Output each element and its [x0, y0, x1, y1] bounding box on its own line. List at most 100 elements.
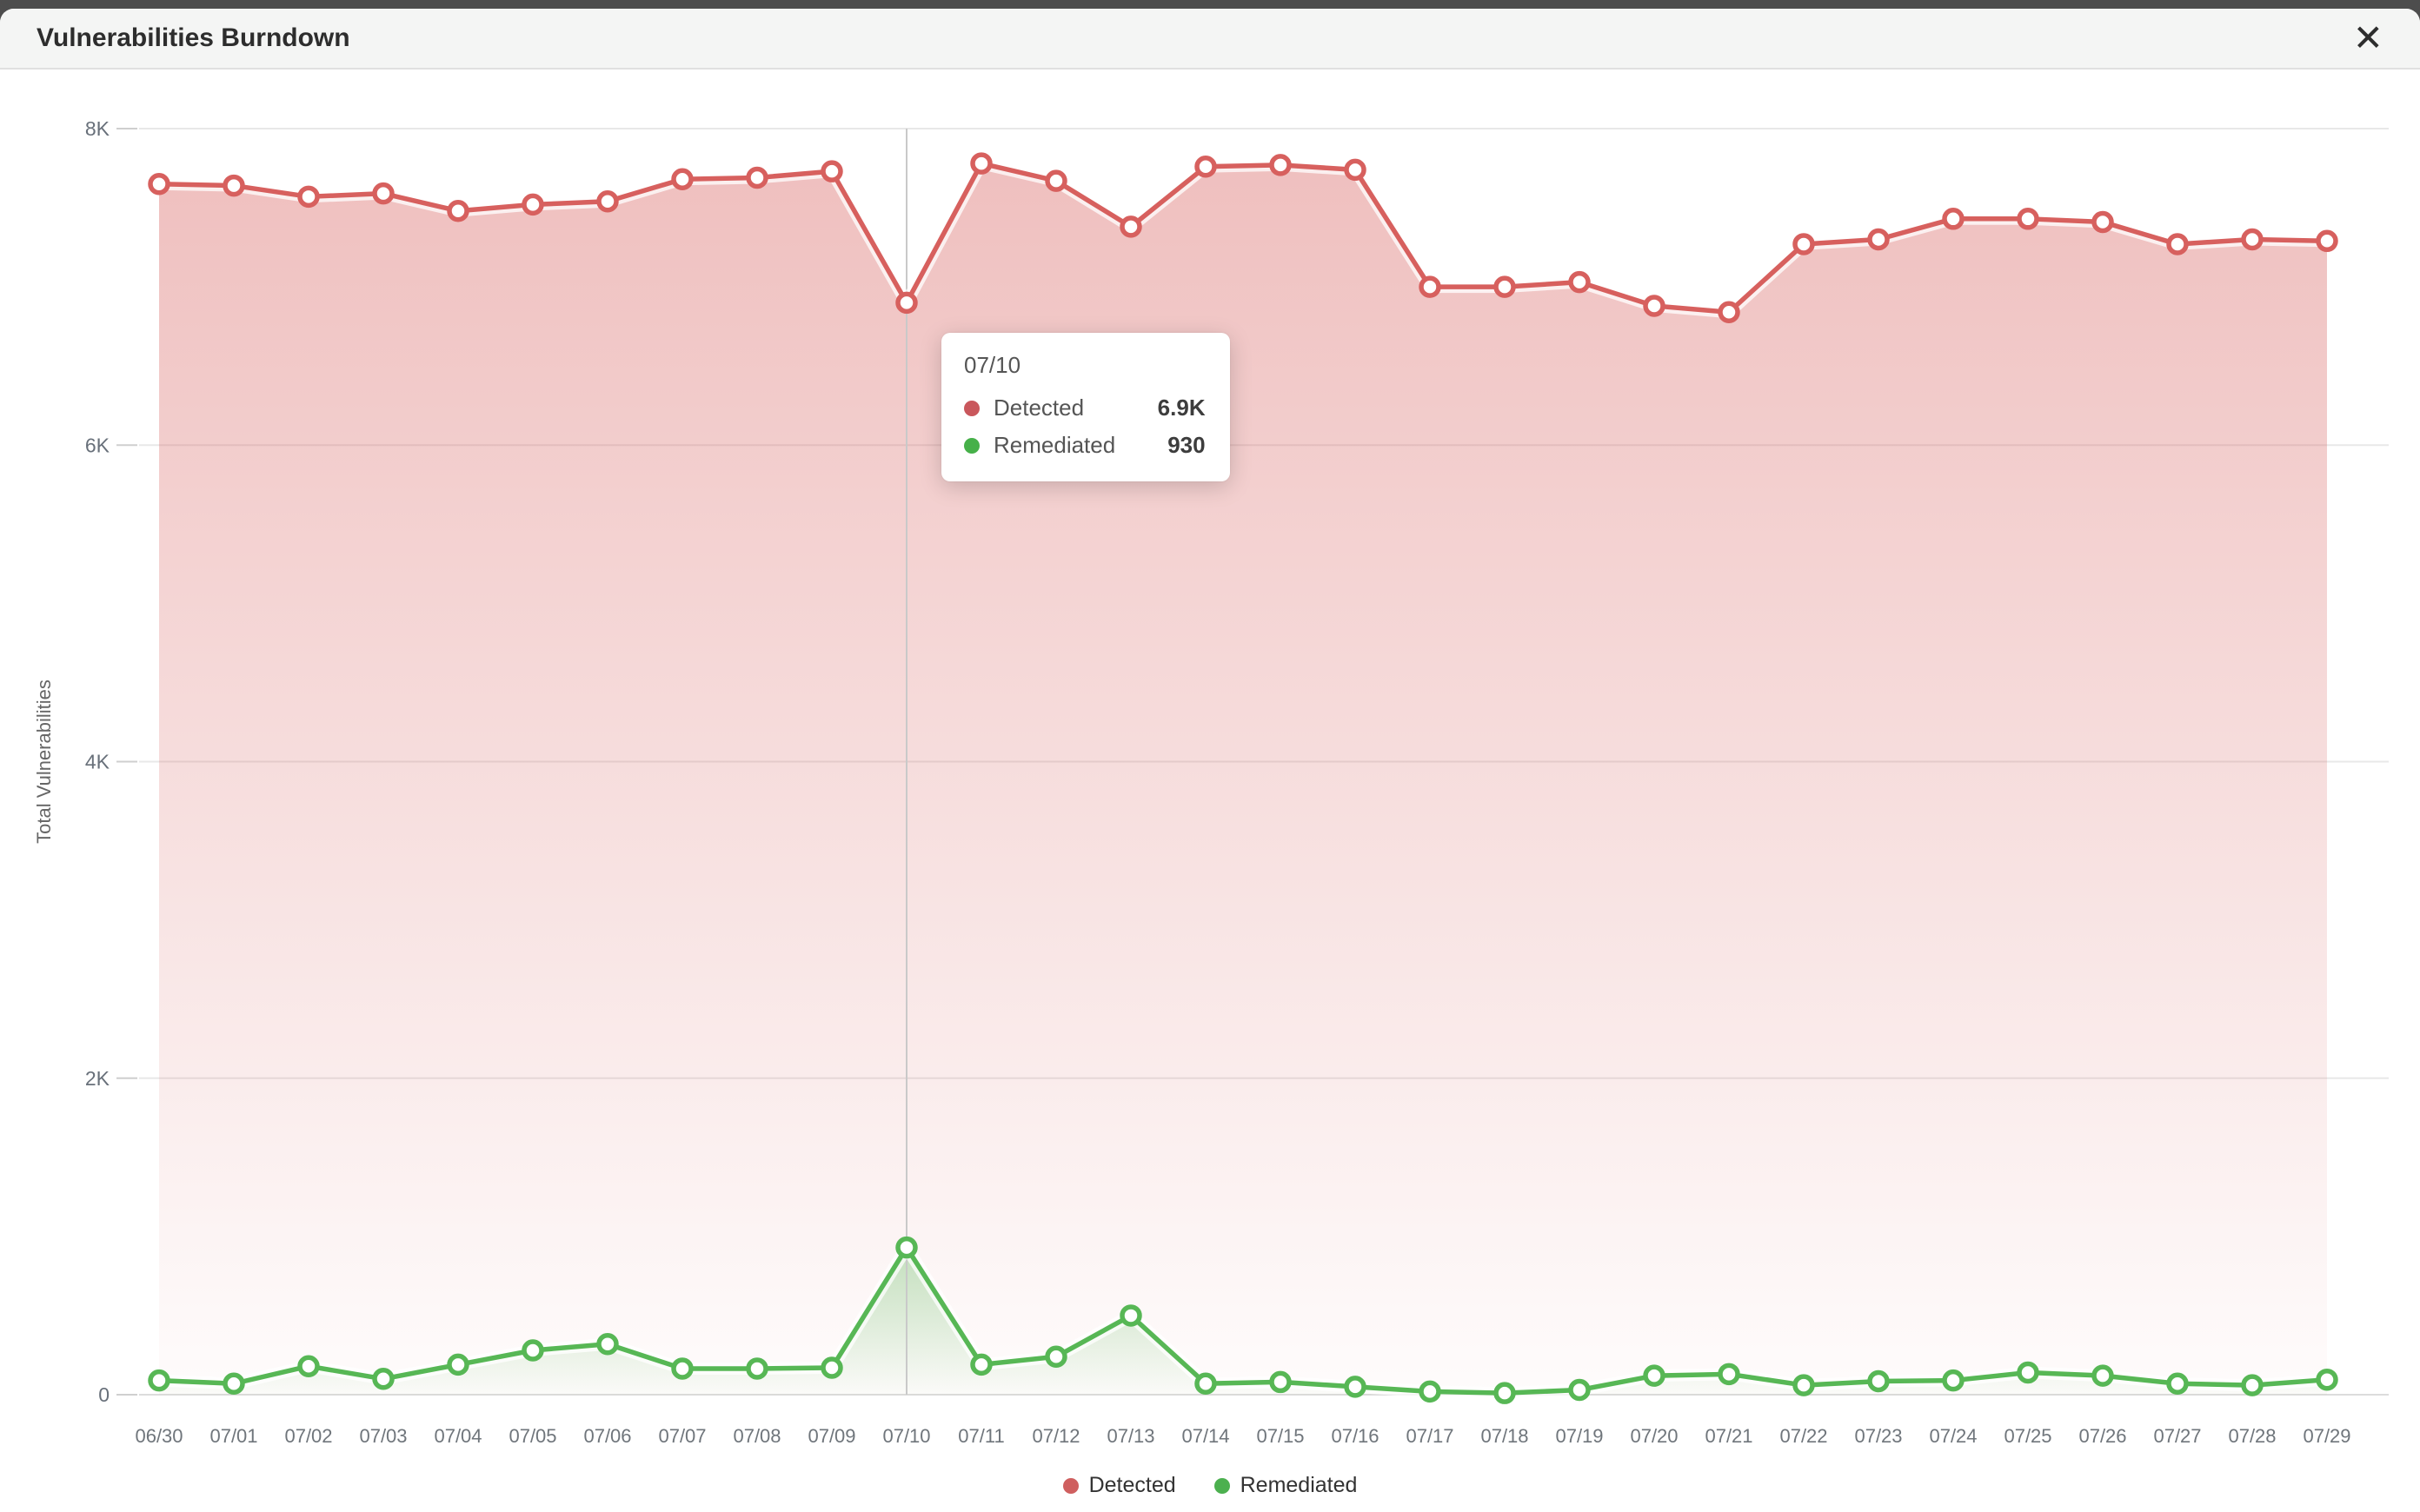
- remediated-marker[interactable]: [1942, 1369, 1965, 1392]
- remediated-marker[interactable]: [2091, 1364, 2114, 1387]
- detected-area: [159, 163, 2327, 1395]
- x-tick-label: 07/19: [1555, 1425, 1603, 1447]
- x-tick-label: 07/29: [2303, 1425, 2350, 1447]
- legend-remediated-label: Remediated: [1240, 1473, 1358, 1497]
- x-tick-label: 07/10: [882, 1425, 930, 1447]
- x-tick-label: 07/11: [958, 1425, 1004, 1447]
- detected-marker[interactable]: [372, 182, 395, 205]
- modal-title: Vulnerabilities Burndown: [37, 23, 350, 52]
- remediated-marker[interactable]: [1419, 1380, 1441, 1403]
- detected-marker[interactable]: [821, 160, 843, 182]
- x-tick-label: 07/16: [1331, 1425, 1379, 1447]
- remediated-marker[interactable]: [2241, 1374, 2264, 1396]
- remediated-marker[interactable]: [1120, 1304, 1142, 1327]
- detected-marker[interactable]: [297, 185, 320, 209]
- modal-header: Vulnerabilities Burndown ✕: [0, 9, 2420, 70]
- remediated-marker[interactable]: [223, 1372, 245, 1396]
- tooltip-date: 07/10: [964, 352, 1021, 378]
- detected-marker[interactable]: [1120, 216, 1142, 238]
- y-tick-label: 8K: [85, 117, 110, 140]
- detected-marker[interactable]: [447, 199, 469, 222]
- remediated-marker[interactable]: [1344, 1376, 1366, 1398]
- detected-marker[interactable]: [1643, 295, 1665, 317]
- remediated-marker[interactable]: [148, 1369, 170, 1392]
- remediated-marker[interactable]: [1269, 1370, 1292, 1394]
- detected-marker[interactable]: [746, 166, 768, 189]
- detected-marker[interactable]: [1493, 275, 1516, 298]
- x-tick-label: 07/01: [209, 1425, 257, 1447]
- remediated-marker[interactable]: [821, 1356, 843, 1379]
- detected-marker[interactable]: [148, 172, 170, 196]
- legend-item-detected[interactable]: Detected: [1062, 1473, 1176, 1498]
- remediated-marker[interactable]: [1194, 1372, 1217, 1396]
- legend-item-remediated[interactable]: Remediated: [1213, 1473, 1358, 1498]
- remediated-marker[interactable]: [1867, 1369, 1890, 1393]
- x-tick-label: 07/18: [1480, 1425, 1528, 1447]
- detected-marker[interactable]: [596, 190, 619, 213]
- detected-marker[interactable]: [223, 174, 245, 197]
- close-button[interactable]: ✕: [2353, 20, 2383, 56]
- remediated-marker[interactable]: [447, 1353, 469, 1376]
- remediated-marker[interactable]: [372, 1368, 395, 1390]
- x-tick-label: 07/08: [733, 1425, 781, 1447]
- detected-marker[interactable]: [1344, 158, 1366, 182]
- remediated-marker[interactable]: [2166, 1372, 2189, 1396]
- y-tick-label: 0: [98, 1383, 110, 1406]
- detected-marker[interactable]: [1568, 270, 1591, 294]
- legend: Detected Remediated: [0, 1473, 2420, 1498]
- detected-marker[interactable]: [1194, 155, 1217, 178]
- detected-marker[interactable]: [2017, 208, 2039, 230]
- x-tick-label: 07/03: [359, 1425, 407, 1447]
- x-tick-label: 06/30: [135, 1425, 183, 1447]
- remediated-marker[interactable]: [1568, 1378, 1591, 1402]
- remediated-marker[interactable]: [1643, 1364, 1665, 1387]
- detected-marker[interactable]: [1867, 228, 1890, 251]
- detected-marker[interactable]: [671, 168, 694, 191]
- x-tick-label: 07/27: [2153, 1425, 2201, 1447]
- remediated-marker[interactable]: [2316, 1368, 2338, 1391]
- remediated-marker[interactable]: [522, 1339, 544, 1362]
- detected-marker[interactable]: [1045, 169, 1067, 192]
- detected-marker[interactable]: [2241, 228, 2264, 251]
- detected-marker[interactable]: [1419, 275, 1441, 298]
- remediated-marker[interactable]: [297, 1355, 320, 1377]
- detected-marker[interactable]: [1269, 154, 1292, 176]
- close-icon: ✕: [2352, 17, 2383, 58]
- remediated-marker[interactable]: [1718, 1363, 1740, 1386]
- x-tick-label: 07/07: [658, 1425, 706, 1447]
- remediated-marker[interactable]: [596, 1332, 619, 1356]
- tooltip: 07/10 Detected 6.9K Remediated 930: [941, 333, 1230, 481]
- remediated-marker[interactable]: [746, 1357, 768, 1380]
- y-tick-label: 6K: [85, 434, 110, 456]
- x-tick-label: 07/15: [1256, 1425, 1304, 1447]
- x-tick-label: 07/20: [1630, 1425, 1678, 1447]
- detected-marker[interactable]: [1942, 208, 1965, 230]
- y-tick-label: 4K: [85, 751, 110, 773]
- detected-marker[interactable]: [970, 152, 993, 175]
- x-tick-label: 07/23: [1854, 1425, 1902, 1447]
- detected-marker[interactable]: [522, 193, 544, 216]
- remediated-marker[interactable]: [671, 1357, 694, 1380]
- x-tick-label: 07/09: [808, 1425, 855, 1447]
- remediated-marker[interactable]: [1045, 1345, 1067, 1369]
- remediated-marker[interactable]: [1493, 1382, 1516, 1404]
- detected-marker[interactable]: [1718, 301, 1740, 324]
- x-tick-label: 07/21: [1705, 1425, 1752, 1447]
- tooltip-row-remediated: Remediated 930: [964, 432, 1206, 459]
- vulnerabilities-burndown-modal: Vulnerabilities Burndown ✕ 0 2K 4K 6K 8K Tota…: [0, 9, 2420, 1512]
- detected-marker[interactable]: [895, 291, 918, 315]
- detected-marker[interactable]: [2091, 210, 2114, 234]
- detected-marker[interactable]: [2166, 233, 2189, 255]
- remediated-marker[interactable]: [2017, 1361, 2039, 1384]
- x-tick-label: 07/14: [1181, 1425, 1229, 1447]
- remediated-marker[interactable]: [970, 1353, 993, 1376]
- remediated-marker[interactable]: [895, 1236, 918, 1259]
- remediated-marker[interactable]: [1792, 1374, 1815, 1396]
- x-tick-label: 07/12: [1032, 1425, 1080, 1447]
- x-tick-label: 07/25: [2004, 1425, 2051, 1447]
- detected-marker[interactable]: [2316, 229, 2338, 253]
- remediated-dot-icon: [964, 437, 980, 454]
- detected-marker[interactable]: [1792, 233, 1815, 255]
- x-tick-label: 07/24: [1929, 1425, 1977, 1447]
- x-tick-label: 07/13: [1107, 1425, 1154, 1447]
